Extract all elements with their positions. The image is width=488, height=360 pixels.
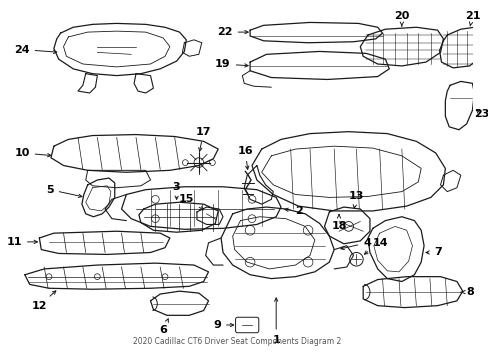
Text: 15: 15 — [178, 194, 203, 210]
Text: 4: 4 — [340, 238, 370, 249]
Text: 7: 7 — [425, 247, 441, 257]
Text: 20: 20 — [393, 10, 409, 26]
Text: 2: 2 — [285, 206, 303, 216]
Text: 24: 24 — [14, 45, 57, 54]
Text: 16: 16 — [237, 146, 253, 170]
Text: 23: 23 — [473, 109, 488, 119]
Text: 10: 10 — [14, 148, 51, 158]
Text: 13: 13 — [348, 191, 364, 208]
Text: 3: 3 — [172, 181, 180, 199]
Text: 18: 18 — [330, 215, 346, 231]
Text: 9: 9 — [213, 320, 233, 330]
Text: 5: 5 — [46, 185, 82, 198]
Text: 6: 6 — [159, 319, 168, 335]
Text: 2020 Cadillac CT6 Driver Seat Components Diagram 2: 2020 Cadillac CT6 Driver Seat Components… — [133, 337, 341, 346]
Text: 8: 8 — [460, 287, 473, 297]
Text: 21: 21 — [464, 10, 479, 26]
Text: 1: 1 — [272, 298, 280, 345]
Text: 12: 12 — [32, 291, 56, 311]
Text: 22: 22 — [217, 27, 247, 37]
Text: 17: 17 — [196, 126, 211, 151]
Text: 14: 14 — [364, 238, 387, 254]
Text: 11: 11 — [6, 237, 38, 247]
Text: 19: 19 — [215, 59, 247, 69]
